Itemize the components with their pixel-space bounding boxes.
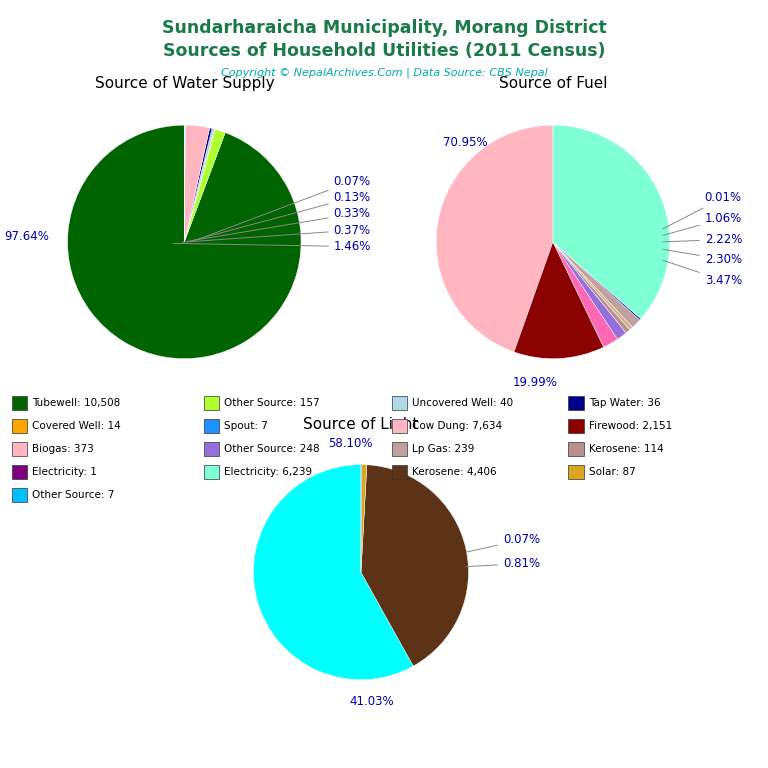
Wedge shape <box>184 128 214 242</box>
Text: Sources of Household Utilities (2011 Census): Sources of Household Utilities (2011 Cen… <box>163 42 605 60</box>
Text: 41.03%: 41.03% <box>349 695 394 707</box>
Text: 0.07%: 0.07% <box>466 534 540 552</box>
Text: Cow Dung: 7,634: Cow Dung: 7,634 <box>412 421 502 432</box>
Text: 1.46%: 1.46% <box>173 240 371 253</box>
Text: 3.47%: 3.47% <box>663 260 742 287</box>
Text: Kerosene: 4,406: Kerosene: 4,406 <box>412 467 497 478</box>
Wedge shape <box>553 242 630 333</box>
Wedge shape <box>436 125 553 352</box>
Text: 0.13%: 0.13% <box>192 191 371 240</box>
Wedge shape <box>553 242 640 327</box>
Text: Other Source: 7: Other Source: 7 <box>32 490 114 501</box>
Text: 0.33%: 0.33% <box>187 207 371 241</box>
Text: Covered Well: 14: Covered Well: 14 <box>32 421 121 432</box>
Title: Source of Fuel: Source of Fuel <box>498 76 607 91</box>
Wedge shape <box>553 242 641 320</box>
Title: Source of Water Supply: Source of Water Supply <box>94 76 274 91</box>
Text: 0.07%: 0.07% <box>197 174 371 240</box>
Wedge shape <box>253 465 413 680</box>
Wedge shape <box>68 125 301 359</box>
Text: Sundarharaicha Municipality, Morang District: Sundarharaicha Municipality, Morang Dist… <box>161 19 607 37</box>
Text: Tubewell: 10,508: Tubewell: 10,508 <box>32 398 121 409</box>
Text: Other Source: 248: Other Source: 248 <box>224 444 320 455</box>
Text: 19.99%: 19.99% <box>513 376 558 389</box>
Wedge shape <box>553 125 670 319</box>
Text: 0.81%: 0.81% <box>466 557 540 570</box>
Text: Copyright © NepalArchives.Com | Data Source: CBS Nepal: Copyright © NepalArchives.Com | Data Sou… <box>220 68 548 78</box>
Text: Electricity: 1: Electricity: 1 <box>32 467 97 478</box>
Wedge shape <box>184 125 185 242</box>
Text: Uncovered Well: 40: Uncovered Well: 40 <box>412 398 514 409</box>
Text: Lp Gas: 239: Lp Gas: 239 <box>412 444 475 455</box>
Text: Biogas: 373: Biogas: 373 <box>32 444 94 455</box>
Wedge shape <box>553 242 633 329</box>
Title: Source of Light: Source of Light <box>303 418 419 432</box>
Text: Solar: 87: Solar: 87 <box>589 467 636 478</box>
Text: 58.10%: 58.10% <box>328 437 372 449</box>
Text: 0.37%: 0.37% <box>183 223 371 242</box>
Text: 2.30%: 2.30% <box>663 250 742 266</box>
Text: 97.64%: 97.64% <box>5 230 49 243</box>
Text: 2.22%: 2.22% <box>663 233 742 246</box>
Wedge shape <box>514 242 604 359</box>
Text: Other Source: 157: Other Source: 157 <box>224 398 320 409</box>
Text: 70.95%: 70.95% <box>443 136 488 149</box>
Wedge shape <box>184 128 212 242</box>
Wedge shape <box>361 465 468 666</box>
Text: Firewood: 2,151: Firewood: 2,151 <box>589 421 672 432</box>
Wedge shape <box>361 465 367 572</box>
Text: 0.01%: 0.01% <box>663 191 742 229</box>
Wedge shape <box>553 242 626 339</box>
Text: 1.06%: 1.06% <box>663 212 742 235</box>
Text: Kerosene: 114: Kerosene: 114 <box>589 444 664 455</box>
Wedge shape <box>184 129 215 242</box>
Wedge shape <box>553 242 617 347</box>
Text: Spout: 7: Spout: 7 <box>224 421 268 432</box>
Wedge shape <box>184 125 210 242</box>
Text: Electricity: 6,239: Electricity: 6,239 <box>224 467 313 478</box>
Wedge shape <box>184 129 225 242</box>
Text: Tap Water: 36: Tap Water: 36 <box>589 398 660 409</box>
